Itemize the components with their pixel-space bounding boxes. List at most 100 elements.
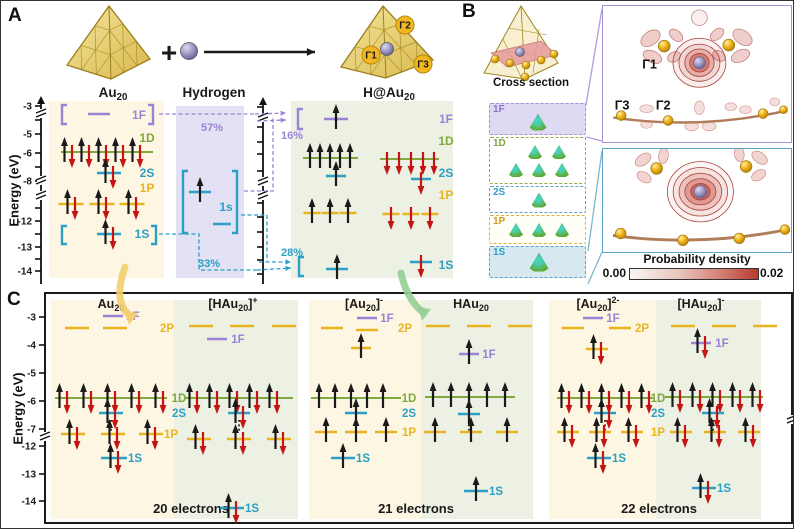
label: 1P <box>402 427 416 439</box>
spin-up-arrowhead <box>472 476 480 485</box>
label: -6 <box>27 397 36 408</box>
spin-down-arrowhead <box>696 404 704 413</box>
gold-atom <box>549 49 559 59</box>
spin-up-arrowhead <box>598 398 605 407</box>
spin-up-arrowhead <box>709 382 716 391</box>
spin-up-arrowhead <box>308 198 316 207</box>
spin-down-arrowhead <box>417 186 425 195</box>
spin-down-arrowhead <box>716 404 724 413</box>
axis-break-gap <box>41 432 49 441</box>
spin-down-arrowhead <box>63 405 71 414</box>
spin-up-arrowhead <box>638 383 645 392</box>
gold-atom <box>722 38 736 52</box>
gamma2-site-label: Γ2 <box>656 98 671 113</box>
spin-up-arrowhead <box>697 473 704 482</box>
tetrahedron-edge <box>108 5 112 80</box>
spin-up-arrowhead <box>503 417 511 426</box>
spin-up-arrowhead <box>558 383 565 392</box>
spin-up-arrowhead <box>192 424 199 433</box>
panel-c-energy-axis-title: Energy (eV) <box>10 372 26 445</box>
spin-up-arrowhead <box>107 443 114 452</box>
site-badge <box>395 15 415 35</box>
spin-up-arrowhead <box>106 419 113 428</box>
label: -12 <box>22 442 37 453</box>
spin-up-arrowhead <box>382 417 390 426</box>
contour-plot-1s <box>612 145 791 246</box>
orbital-box-label: 1D <box>493 138 506 149</box>
spin-up-arrowhead <box>363 383 371 392</box>
spin-down-arrowhead <box>419 166 427 175</box>
spin-up-arrowhead <box>322 417 330 426</box>
spin-down-arrowhead <box>239 420 247 429</box>
spin-down-arrowhead <box>430 166 438 175</box>
orbital-isosurface-stack: 1F 1D 2S 1P 1S <box>489 103 586 280</box>
spin-up-arrowhead <box>232 398 239 407</box>
spin-up-arrowhead <box>501 382 509 391</box>
spin-up-arrowhead <box>347 383 355 392</box>
axis-break-gap <box>259 177 267 186</box>
label: [Au20]2- <box>576 295 619 313</box>
axis-break <box>257 190 269 196</box>
arrowhead <box>306 48 315 56</box>
panel-b-label: B <box>462 1 476 22</box>
axis-break-gap <box>37 109 45 118</box>
site-badge <box>413 54 433 74</box>
label: 1S <box>245 503 259 515</box>
label: 1D <box>139 131 155 145</box>
axis-break <box>35 108 47 114</box>
axis-break <box>39 435 51 441</box>
label: 1F <box>126 311 139 323</box>
spin-down-arrowhead <box>704 495 712 504</box>
axis-break <box>257 194 269 200</box>
spin-up-arrowhead <box>152 383 159 392</box>
spin-up-arrowhead <box>225 493 232 502</box>
connector-line <box>585 136 603 142</box>
orbital-box-label: 1F <box>493 104 505 115</box>
mixing-connector <box>254 112 287 115</box>
spin-down-arrowhead <box>111 420 119 429</box>
probability-density-colorbar <box>629 268 759 280</box>
contour <box>691 9 708 26</box>
spin-up-arrowhead <box>316 143 324 152</box>
connector-line <box>587 251 603 285</box>
background-region <box>51 300 174 519</box>
spin-down-arrowhead <box>407 221 415 230</box>
axis-break <box>35 112 47 118</box>
axis-break <box>257 112 269 118</box>
spin-down-arrowhead <box>114 465 122 474</box>
spin-down-arrowhead <box>109 180 117 189</box>
label: Γ2 <box>399 21 411 32</box>
mixing-connector <box>244 116 274 192</box>
connector-line <box>587 150 603 252</box>
spin-down-arrowhead <box>135 405 143 414</box>
spin-up-arrowhead <box>694 328 701 337</box>
label: 1P <box>439 188 454 202</box>
spin-down-arrowhead <box>756 404 764 413</box>
spin-down-arrowhead <box>681 439 689 448</box>
bracket <box>148 103 155 126</box>
bracket <box>296 107 303 131</box>
spin-up-arrowhead <box>598 383 605 392</box>
spin-up-arrowhead <box>78 137 85 146</box>
arrowhead <box>280 117 286 123</box>
axis-break <box>39 431 51 437</box>
spin-down-arrowhead <box>676 404 684 413</box>
orbital-isosurface-box-2s: 2S <box>489 186 586 213</box>
label: 2P <box>398 323 412 335</box>
label: -7 <box>27 425 36 436</box>
spin-down-arrowhead <box>632 439 640 448</box>
spin-down-arrowhead <box>426 221 434 230</box>
label: [HAu20]+ <box>208 295 257 313</box>
gold-atom <box>733 232 745 245</box>
label: 2S <box>140 166 155 180</box>
spin-up-arrowhead <box>61 137 68 146</box>
spin-up-arrowhead <box>306 143 314 152</box>
label: -4 <box>27 341 36 352</box>
spin-up-arrowhead <box>272 424 279 433</box>
spin-up-arrowhead <box>125 189 132 198</box>
axis-arrowhead <box>37 96 45 104</box>
arrowhead <box>285 259 291 265</box>
bracket <box>181 169 188 235</box>
spin-down-arrowhead <box>253 405 261 414</box>
